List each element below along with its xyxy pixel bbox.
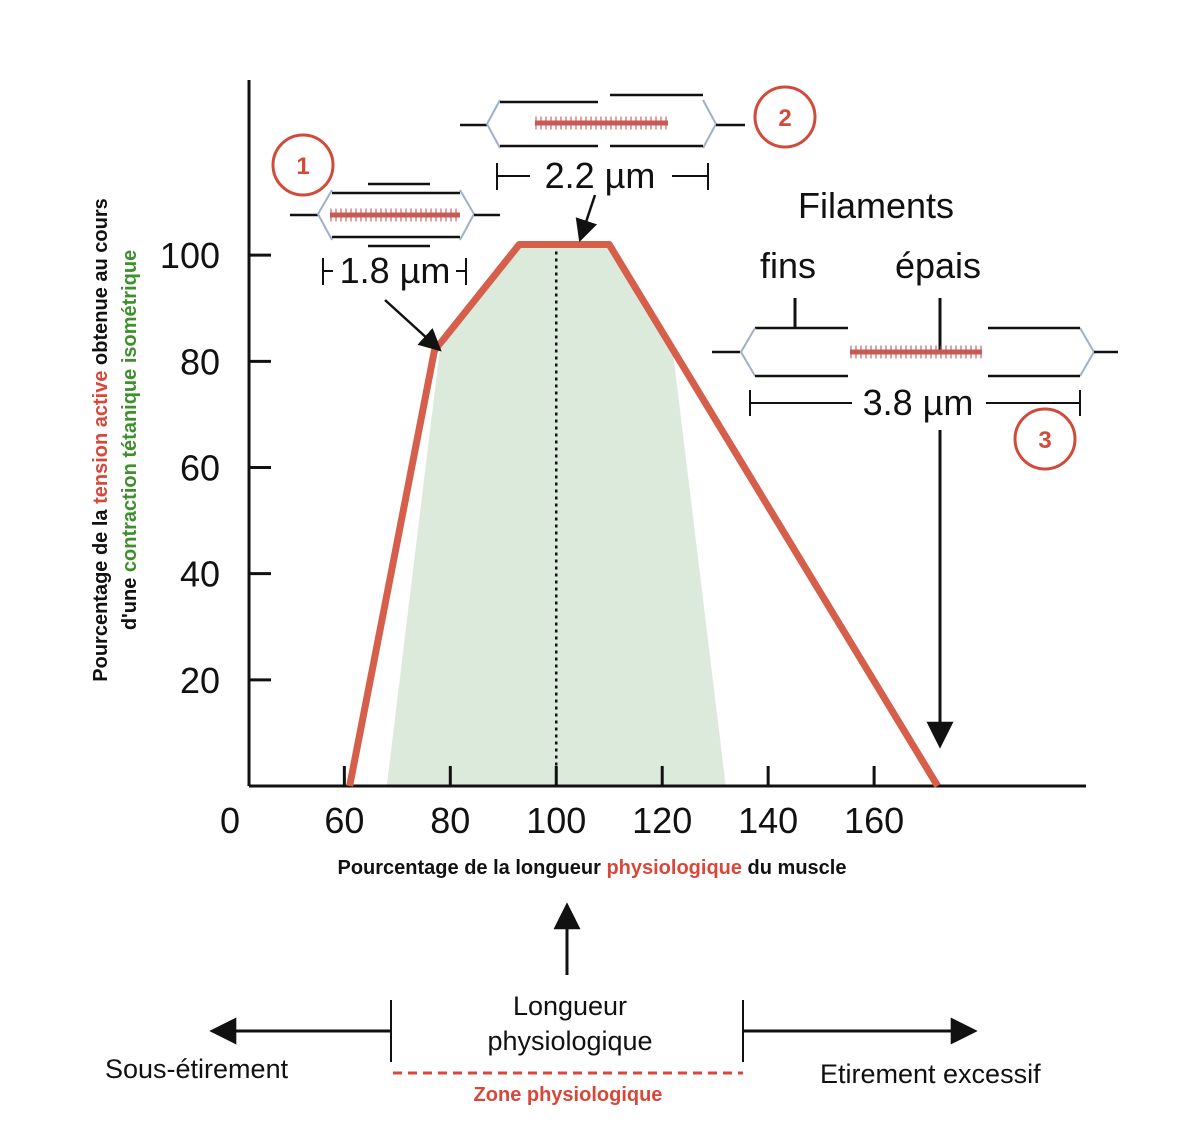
marker-number-3: 3 xyxy=(1038,427,1051,454)
arrow-to-point-1 xyxy=(384,299,442,352)
bottom-zone: Longueur physiologique Sous-étirement Et… xyxy=(105,902,1041,1106)
sarcomere-3: Filaments fins épais 3.8 µm 3 xyxy=(712,185,1118,749)
y-tick-label: 40 xyxy=(180,554,220,595)
x-tick-label: 140 xyxy=(738,800,798,841)
y-ticks: 20 40 60 80 100 xyxy=(160,235,271,701)
arrow-to-point-2 xyxy=(575,194,598,243)
length-label-1: 1.8 µm xyxy=(340,250,451,291)
label-part: Pourcentage de la longueur xyxy=(338,857,607,879)
y-tick-label: 100 xyxy=(160,235,220,276)
y-tick-label: 20 xyxy=(180,660,220,701)
center-label-line2: physiologique xyxy=(487,1026,652,1056)
origin-label: 0 xyxy=(220,800,240,841)
marker-circle-2 xyxy=(753,85,817,149)
filaments-title: Filaments xyxy=(798,185,954,226)
center-label-line1: Longueur xyxy=(513,991,627,1021)
x-tick-label: 60 xyxy=(324,800,364,841)
label-part: du muscle xyxy=(742,857,846,879)
marker-number-1: 1 xyxy=(296,153,309,180)
right-label: Etirement excessif xyxy=(820,1059,1041,1089)
label-part: contraction tétanique isométrique xyxy=(119,250,141,572)
y-axis-label-line2: d'une contraction tétanique isométrique xyxy=(119,250,141,630)
length-label-3: 3.8 µm xyxy=(863,382,974,423)
y-axis-label-2: d'une contraction tétanique isométrique xyxy=(119,250,141,630)
label-part: obtenue au cours xyxy=(90,198,112,370)
sarcomere-1: 1 1.8 µm xyxy=(271,133,500,352)
y-axis-label: Pourcentage de la tension active obtenue… xyxy=(90,198,112,681)
sarcomere-2: 2 2.2 µm xyxy=(460,85,817,243)
physiological-shaded-region xyxy=(386,244,726,786)
label-part: tension active xyxy=(90,371,112,504)
filament-thin-label: fins xyxy=(760,245,816,286)
y-tick-label: 80 xyxy=(180,341,220,382)
y-tick-label: 60 xyxy=(180,448,220,489)
x-tick-label: 80 xyxy=(430,800,470,841)
filament-thick-label: épais xyxy=(895,245,981,286)
x-ticks: 60 80 100 120 140 160 xyxy=(324,766,904,841)
label-part: d'une xyxy=(119,572,141,630)
x-tick-label: 100 xyxy=(526,800,586,841)
marker-number-2: 2 xyxy=(778,105,791,132)
marker-circle-3 xyxy=(1013,407,1077,471)
x-tick-label: 120 xyxy=(632,800,692,841)
y-axis-label-line1: Pourcentage de la tension active obtenue… xyxy=(90,198,112,681)
length-label-2: 2.2 µm xyxy=(545,155,656,196)
label-part: physiologique xyxy=(606,857,742,879)
tension-curve xyxy=(346,241,941,788)
zone-label: Zone physiologique xyxy=(474,1084,663,1106)
label-part: Pourcentage de la xyxy=(90,504,112,682)
x-tick-label: 160 xyxy=(844,800,904,841)
x-axis-label: Pourcentage de la longueur physiologique… xyxy=(338,857,847,879)
left-label: Sous-étirement xyxy=(105,1054,289,1084)
marker-circle-1 xyxy=(271,133,335,197)
